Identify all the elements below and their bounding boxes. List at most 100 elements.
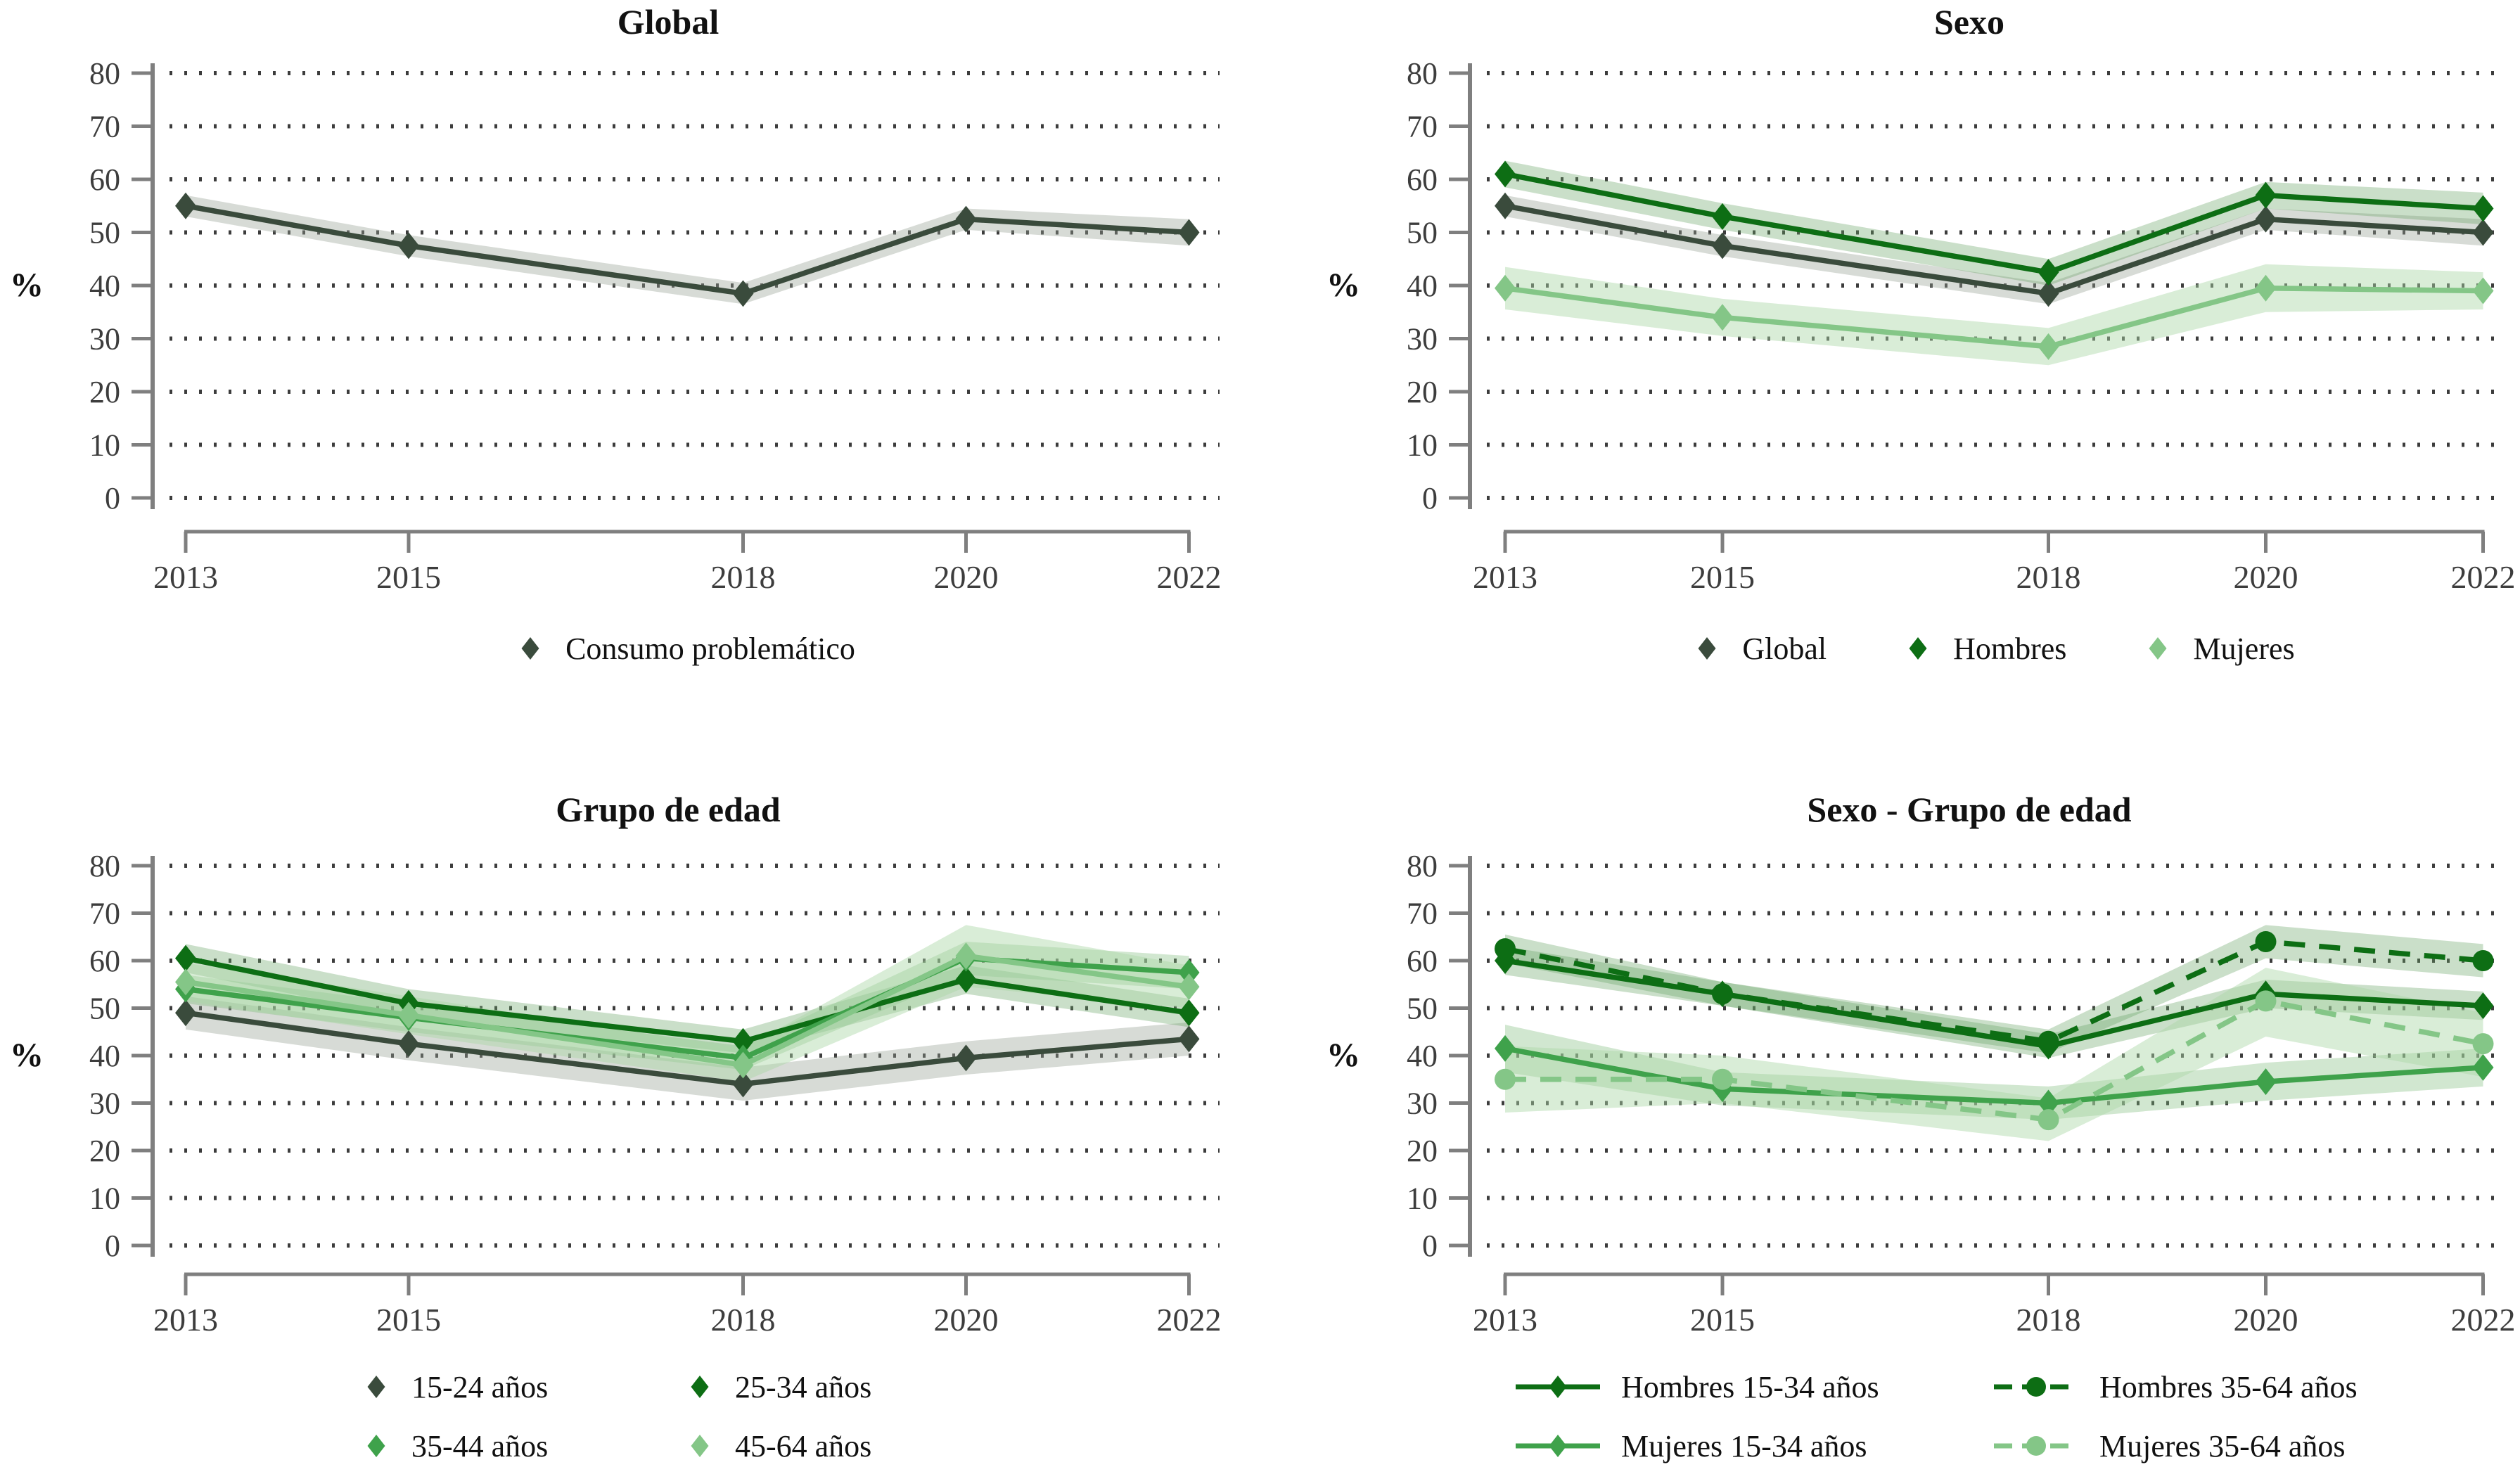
y-tick-label: 80 xyxy=(89,56,120,91)
y-tick-label: 60 xyxy=(1407,162,1438,197)
x-tick-label: 2015 xyxy=(1690,1302,1755,1338)
x-tick-label: 2013 xyxy=(153,1302,218,1338)
y-tick-label: 50 xyxy=(89,992,120,1026)
marker-diamond-45-64-a-os xyxy=(732,1051,754,1079)
marker-diamond-mujeres xyxy=(2472,277,2494,305)
y-tick-label: 10 xyxy=(1407,428,1438,463)
marker-circle-hombres-35-64-a-os xyxy=(1495,938,1516,960)
marker-diamond-hombres xyxy=(2038,259,2059,286)
y-tick-label: 80 xyxy=(89,849,120,883)
x-tick-label: 2013 xyxy=(153,559,218,595)
marker-diamond-hombres xyxy=(1495,160,1516,188)
x-tick-label: 2018 xyxy=(711,1302,776,1338)
y-tick-label: 30 xyxy=(1407,1087,1438,1121)
y-tick-label: 30 xyxy=(89,322,120,357)
legend-item-hombres-35-64-a-os: Hombres 35-64 años xyxy=(1994,1357,2472,1416)
x-tick-label: 2020 xyxy=(2234,559,2298,595)
legend-label: Mujeres 35-64 años xyxy=(2099,1428,2346,1463)
marker-diamond-mujeres-15-34-a-os xyxy=(1495,1034,1516,1062)
legend-label: Hombres 15-34 años xyxy=(1621,1369,1879,1404)
panel-title-grupo-de-edad: Grupo de edad xyxy=(556,790,781,829)
marker-circle-mujeres-35-64-a-os xyxy=(2255,990,2277,1012)
legend-item-45-64-a-os: 45-64 años xyxy=(686,1416,1009,1467)
y-tick-label: 30 xyxy=(89,1087,120,1121)
marker-diamond-global xyxy=(1712,232,1733,260)
legend-label: 25-34 años xyxy=(735,1369,872,1404)
y-tick-label: 40 xyxy=(1407,269,1438,303)
panel-plot-grupo-de-edad: 0 10 20 30 40 50 60 70 80 2013 2015 2018 2020 2022 xyxy=(89,849,1222,1338)
marker-diamond-15-24-a-os xyxy=(955,1044,977,1072)
marker-circle-mujeres-35-64-a-os xyxy=(2038,1109,2059,1131)
ci-band-45-64-a-os xyxy=(186,925,1189,1082)
marker-diamond-25-34-a-os xyxy=(1178,999,1200,1027)
ci-band-mujeres xyxy=(1505,264,2483,366)
marker-diamond-global xyxy=(2255,205,2277,233)
diamond-marker-icon xyxy=(691,1435,709,1457)
marker-diamond-45-64-a-os xyxy=(175,968,196,996)
marker-diamond-consumo-problem-tico xyxy=(398,232,419,260)
legend-label: 15-24 años xyxy=(411,1369,549,1404)
panel-title-sexo: Sexo xyxy=(1934,2,2004,41)
y-tick-label: 70 xyxy=(89,110,120,144)
x-tick-label: 2022 xyxy=(1157,1302,1222,1338)
ci-band-hombres-35-64-a-os xyxy=(1505,925,2483,1053)
ci-band-global xyxy=(1505,195,2483,305)
y-tick-label: 0 xyxy=(105,1229,120,1263)
marker-circle-hombres-35-64-a-os xyxy=(2038,1030,2059,1052)
y-tick-label: 20 xyxy=(89,1134,120,1168)
marker-diamond-mujeres-15-34-a-os xyxy=(2255,1068,2277,1096)
marker-circle-mujeres-35-64-a-os xyxy=(2472,1033,2494,1055)
y-tick-label: 80 xyxy=(1407,849,1438,883)
x-tick-label: 2020 xyxy=(2234,1302,2298,1338)
y-tick-label: 20 xyxy=(1407,1134,1438,1168)
marker-circle-hombres-35-64-a-os xyxy=(1712,983,1733,1005)
y-tick-label: 80 xyxy=(1407,56,1438,91)
y-tick-label: 50 xyxy=(89,216,120,250)
y-tick-label: 40 xyxy=(89,269,120,303)
marker-diamond-global xyxy=(2472,219,2494,246)
ci-band-consumo-problem-tico xyxy=(186,195,1189,305)
marker-diamond-hombres xyxy=(2255,181,2277,209)
legend-label: Mujeres 15-34 años xyxy=(1621,1428,1867,1463)
marker-diamond-global xyxy=(1495,192,1516,219)
marker-diamond-mujeres xyxy=(2255,274,2277,302)
marker-diamond-45-64-a-os xyxy=(398,1001,419,1029)
marker-diamond-consumo-problem-tico xyxy=(1178,219,1200,246)
marker-diamond-mujeres xyxy=(1495,274,1516,302)
x-tick-label: 2018 xyxy=(2016,1302,2081,1338)
x-tick-label: 2022 xyxy=(2451,559,2516,595)
legend-panel-global: Consumo problemático xyxy=(316,619,1055,678)
y-tick-label: 60 xyxy=(89,162,120,197)
panel-plot-sexo: 0 10 20 30 40 50 60 70 80 2013 2015 2018 2020 2022 xyxy=(1407,56,2516,595)
legend-label: Hombres xyxy=(1953,631,2067,666)
circle-marker-icon xyxy=(1994,1436,2078,1456)
marker-diamond-mujeres xyxy=(1712,304,1733,331)
y-tick-label: 20 xyxy=(1407,375,1438,409)
ci-band-15-24-a-os xyxy=(186,996,1189,1101)
y-axis-label-global: % xyxy=(10,267,44,304)
legend-label: Consumo problemático xyxy=(565,631,855,666)
y-tick-label: 0 xyxy=(1422,1229,1438,1263)
marker-diamond-25-34-a-os xyxy=(732,1027,754,1055)
y-tick-label: 30 xyxy=(1407,322,1438,357)
legend-item-mujeres: Mujeres xyxy=(2144,619,2295,678)
x-tick-label: 2013 xyxy=(1473,559,1537,595)
legend-label: Global xyxy=(1742,631,1827,666)
diamond-marker-icon xyxy=(691,1376,709,1398)
y-tick-label: 70 xyxy=(1407,110,1438,144)
diamond-marker-icon xyxy=(521,637,539,660)
x-tick-label: 2018 xyxy=(711,559,776,595)
ci-band-35-44-a-os xyxy=(186,942,1189,1070)
marker-diamond-25-34-a-os xyxy=(955,966,977,993)
marker-circle-mujeres-35-64-a-os xyxy=(1712,1068,1733,1090)
marker-circle-mujeres-35-64-a-os xyxy=(1495,1068,1516,1090)
diamond-marker-icon xyxy=(1698,637,1716,660)
y-axis-label-sexo: % xyxy=(1326,267,1360,304)
x-tick-label: 2022 xyxy=(2451,1302,2516,1338)
legend-item-35-44-a-os: 35-44 años xyxy=(362,1416,686,1467)
y-tick-label: 70 xyxy=(1407,897,1438,931)
y-tick-label: 20 xyxy=(89,375,120,409)
y-tick-label: 50 xyxy=(1407,216,1438,250)
ci-band-mujeres-15-34-a-os xyxy=(1505,1025,2483,1120)
y-tick-label: 0 xyxy=(1422,481,1438,515)
